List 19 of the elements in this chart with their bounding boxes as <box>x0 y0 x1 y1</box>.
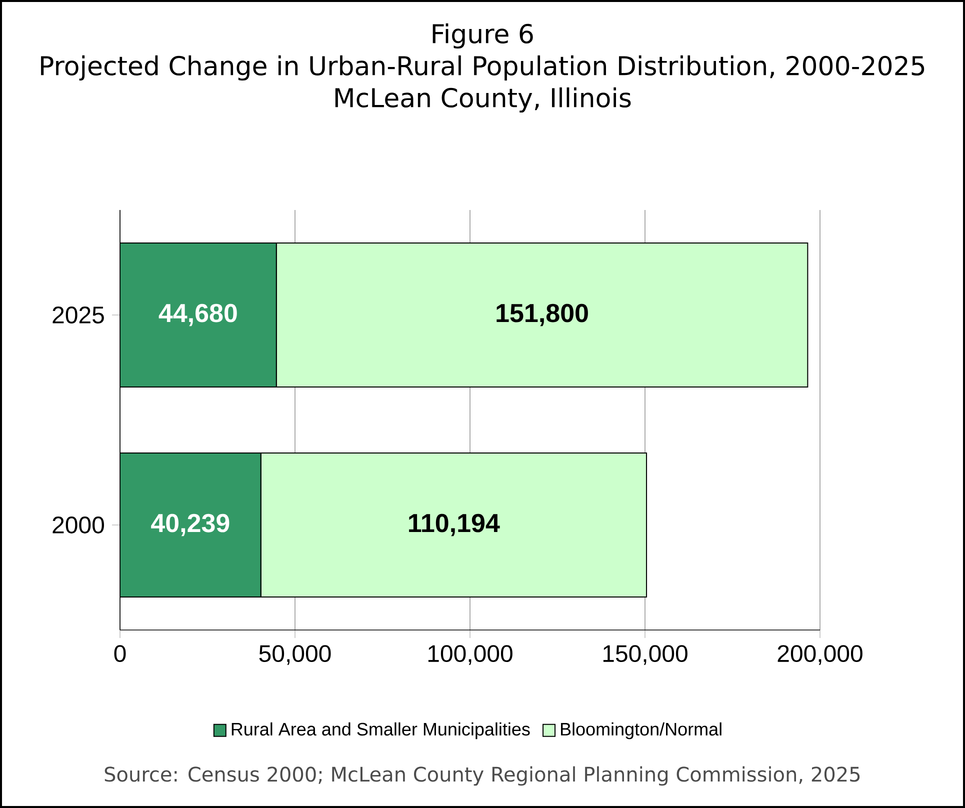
bar <box>120 452 262 598</box>
chart-title: Figure 6 <box>432 23 533 49</box>
legend-label: Bloomington/Normal <box>561 722 722 740</box>
source-note: Source: Census 2000; McLean County Regional Planning Commission, 2025 <box>104 766 860 786</box>
data-label: 44,680 <box>158 304 237 326</box>
y-tick-label: 2025 <box>52 306 104 324</box>
data-label: 110,194 <box>409 514 500 536</box>
legend-label: Rural Area and Smaller Municipalities <box>232 722 530 740</box>
chart-subtitle: Projected Change in Urban-Rural Population Distribution, 2000-2025 <box>41 55 924 81</box>
x-tick-label: 100,000 <box>428 645 512 665</box>
x-tick-label: 0 <box>114 645 126 662</box>
data-label: 151,800 <box>496 304 588 326</box>
x-tick-label: 150,000 <box>603 645 688 665</box>
y-tick-label: 2000 <box>52 516 104 534</box>
text: McLean County, Illinois <box>335 87 631 113</box>
x-tick-label: 200,000 <box>778 645 862 665</box>
x-tick-label: 50,000 <box>259 645 331 665</box>
data-label: 40,239 <box>151 514 230 536</box>
bar <box>120 242 277 388</box>
